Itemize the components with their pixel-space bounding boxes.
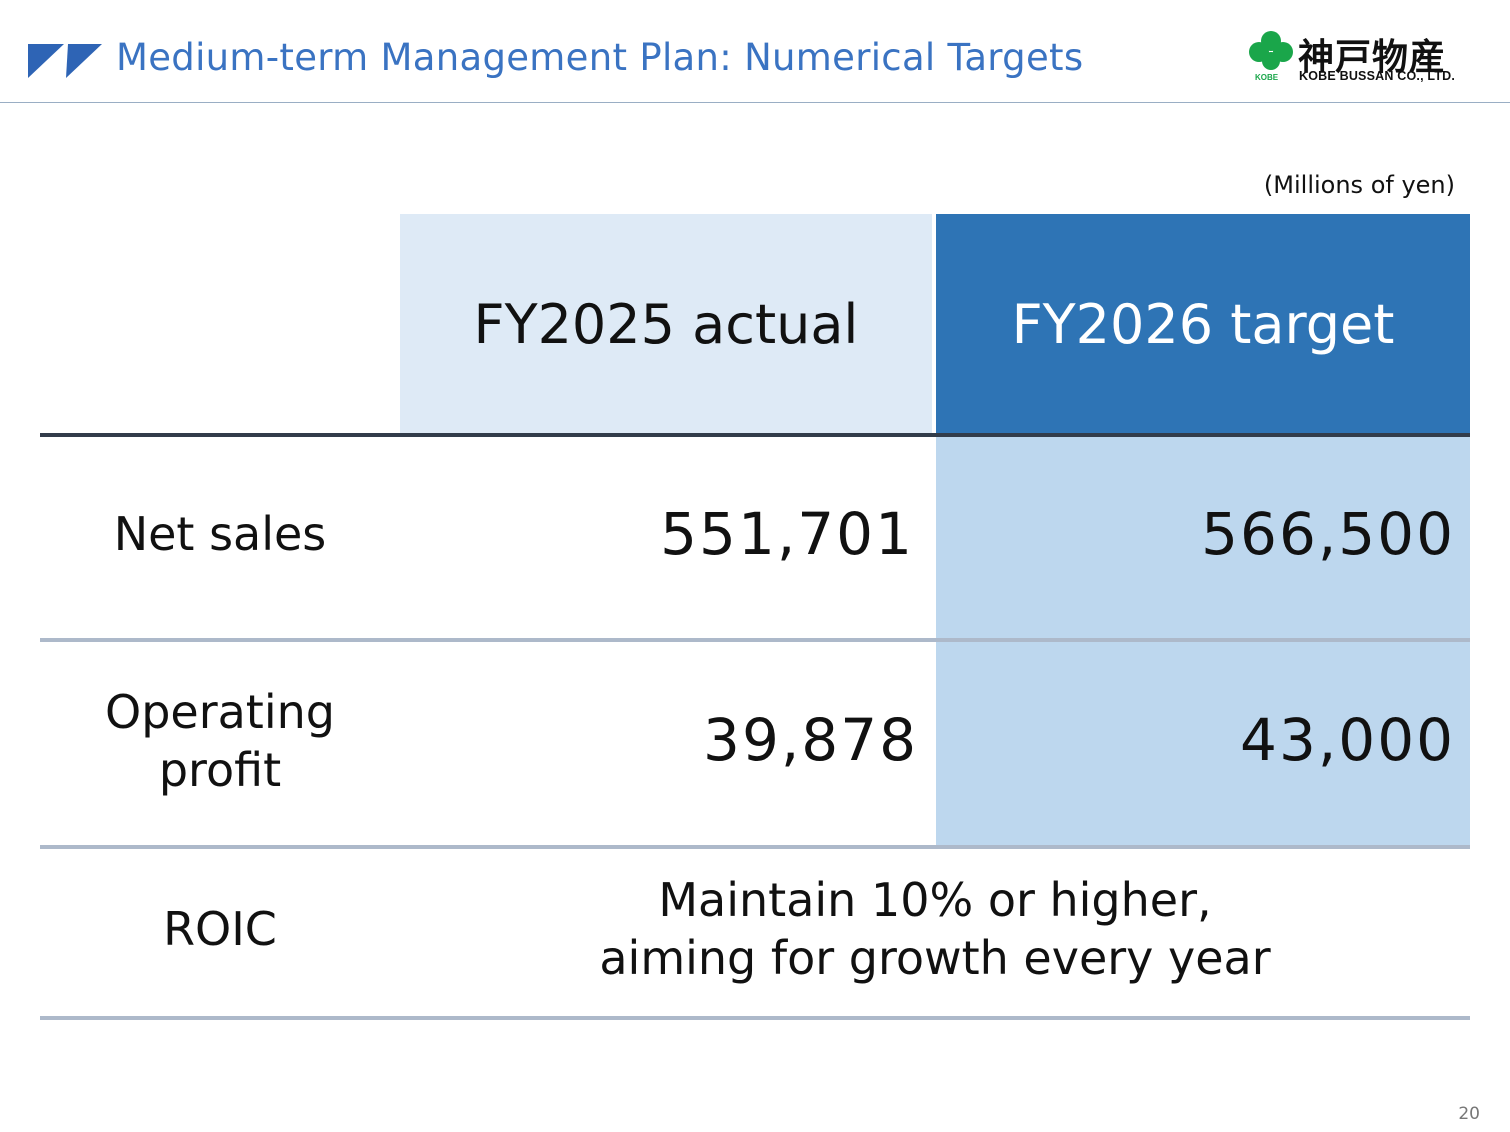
unit-note: (Millions of yen) [1263,171,1455,199]
net-sales-actual: 551,701 [660,500,914,568]
roic-target-text: Maintain 10% or higher, aiming for growt… [400,871,1470,987]
logo-name-en: KOBE BUSSAN CO., LTD. [1299,69,1456,83]
page-title: Medium-term Management Plan: Numerical T… [116,36,1084,79]
logo-kobe-mark: KOBE [1255,73,1279,82]
slide-header: Medium-term Management Plan: Numerical T… [0,0,1510,103]
page-number: 20 [1458,1104,1480,1124]
row-label-line: profit [158,743,282,797]
row-divider [40,845,1470,849]
row-label-net-sales: Net sales [113,507,327,561]
operating-profit-actual: 39,878 [703,706,918,774]
header-divider [40,433,1470,437]
roic-text-line: aiming for growth every year [599,931,1271,985]
logo-name-jp: 神戸物産 [1298,37,1447,78]
column-header-actual: FY2025 actual [400,214,932,435]
title-triangles-icon [28,44,102,78]
net-sales-target: 566,500 [1201,500,1455,568]
company-logo: KOBE 神戸物産 KOBE BUSSAN CO., LTD. [1246,30,1486,86]
operating-profit-target: 43,000 [1240,706,1455,774]
target-column-highlight [936,437,1470,847]
row-label-roic: ROIC [163,902,277,956]
row-label-line: Operating [105,685,335,739]
row-divider [40,1016,1470,1020]
clover-logo-icon [1249,31,1293,70]
row-label-operating-profit: Operating profit [40,683,400,799]
row-divider [40,638,1470,642]
column-header-target: FY2026 target [936,214,1470,435]
roic-text-line: Maintain 10% or higher, [658,873,1212,927]
